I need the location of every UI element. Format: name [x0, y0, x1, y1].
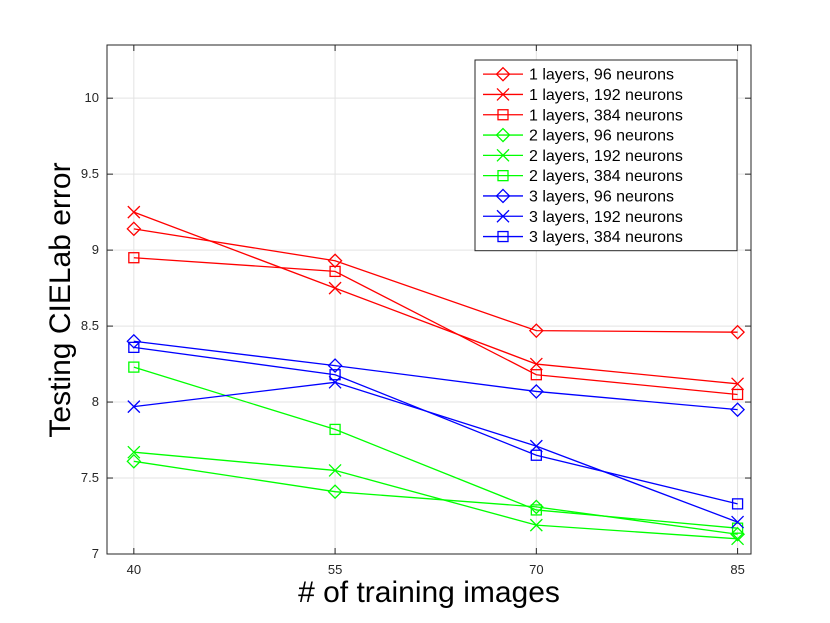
data-point-x	[328, 463, 342, 477]
data-point-square	[731, 522, 744, 534]
plot-frame	[106, 44, 752, 555]
legend-marker-diamond	[495, 66, 511, 82]
y-tick-labels: 7 7.5 8 8.5 9 9.5 10	[81, 90, 99, 561]
series-1-layers-192-neurons	[127, 205, 745, 391]
data-point-x	[127, 400, 141, 414]
data-point-diamond	[327, 484, 343, 500]
legend-label: 3 layers, 384 neurons	[529, 229, 683, 246]
data-point-square	[128, 341, 140, 354]
data-point-x	[731, 515, 745, 529]
data-point-square	[731, 498, 744, 510]
legend-label: 2 layers, 192 neurons	[529, 148, 683, 165]
data-point-diamond	[528, 323, 544, 339]
data-point-diamond	[730, 324, 746, 340]
legend-label: 1 layers, 192 neurons	[529, 87, 683, 104]
legend-marker-x	[496, 87, 510, 101]
data-point-diamond	[730, 526, 746, 542]
y-axis-label: Testing CIELab error	[44, 162, 77, 437]
legend-label: 3 layers, 192 neurons	[529, 209, 683, 226]
data-point-diamond	[730, 402, 746, 418]
legend-marker-square	[497, 230, 509, 243]
data-point-square	[329, 423, 341, 436]
series-line	[133, 366, 738, 529]
data-point-square	[530, 369, 542, 381]
x-tick-label: 40	[127, 562, 141, 577]
data-point-square	[329, 265, 341, 278]
data-point-x	[731, 532, 745, 546]
data-point-x	[328, 375, 342, 389]
legend-label: 2 layers, 384 neurons	[529, 168, 683, 185]
series-line	[133, 346, 738, 505]
series-line	[133, 381, 738, 523]
series-3-layers-192-neurons	[127, 375, 745, 529]
legend-label: 1 layers, 384 neurons	[529, 107, 683, 124]
tick-marks	[107, 45, 751, 555]
legend-item: 3 layers, 96 neurons	[483, 188, 674, 205]
series-line	[133, 460, 738, 535]
series-1-layers-384-neurons	[128, 252, 744, 401]
series-line	[133, 451, 738, 540]
legend: 1 layers, 96 neurons 1 layers, 192 neuron…	[474, 59, 738, 252]
data-point-x	[127, 205, 141, 219]
legend-item: 2 layers, 384 neurons	[483, 168, 683, 185]
data-point-x	[127, 445, 141, 459]
legend-marker-diamond	[495, 127, 511, 143]
legend-label: 3 layers, 96 neurons	[529, 188, 674, 205]
data-point-x	[328, 281, 342, 295]
legend-item: 1 layers, 96 neurons	[483, 67, 674, 84]
data-point-square	[329, 369, 341, 381]
series-line	[133, 257, 738, 396]
series-3-layers-96-neurons	[126, 333, 746, 418]
data-point-x	[529, 357, 543, 371]
legend-label: 1 layers, 96 neurons	[529, 67, 674, 84]
data-point-diamond	[528, 384, 544, 399]
data-point-square	[128, 361, 140, 373]
legend-marker-square	[497, 109, 509, 121]
y-tick-label: 9	[92, 242, 99, 257]
legend-item: 3 layers, 192 neurons	[483, 209, 683, 226]
data-point-diamond	[327, 358, 343, 374]
data-point-square	[731, 388, 744, 401]
data-point-diamond	[126, 221, 142, 237]
series-2-layers-384-neurons	[128, 361, 744, 534]
legend-item: 3 layers, 384 neurons	[483, 229, 683, 246]
series-line	[133, 228, 738, 333]
legend-marker-x	[496, 209, 510, 223]
y-tick-label: 7.5	[81, 470, 99, 485]
series-2-layers-192-neurons	[127, 445, 745, 546]
x-tick-label: 70	[529, 562, 543, 577]
data-point-x	[529, 518, 543, 532]
x-axis-label: # of training images	[298, 576, 560, 609]
data-point-square	[530, 449, 542, 461]
x-tick-label: 85	[730, 562, 744, 577]
legend-item: 1 layers, 192 neurons	[483, 87, 683, 104]
series-3-layers-384-neurons	[128, 341, 744, 510]
y-tick-label: 8.5	[81, 318, 99, 333]
legend-label: 2 layers, 96 neurons	[529, 128, 674, 145]
data-point-diamond	[327, 253, 343, 269]
y-tick-label: 9.5	[81, 166, 99, 181]
legend-item: 1 layers, 384 neurons	[483, 107, 683, 124]
legend-marker-x	[496, 148, 510, 162]
data-point-diamond	[126, 453, 142, 469]
data-point-x	[731, 377, 745, 391]
legend-item: 2 layers, 96 neurons	[483, 128, 674, 145]
legend-marker-square	[497, 169, 509, 182]
y-tick-label: 10	[85, 90, 99, 105]
legend-item: 2 layers, 192 neurons	[483, 148, 683, 165]
series-layer	[126, 205, 746, 546]
legend-marker-diamond	[495, 188, 511, 204]
y-tick-label: 7	[92, 546, 99, 561]
data-point-square	[128, 252, 140, 264]
x-tick-labels: 40 55 70 85	[127, 562, 745, 577]
x-tick-label: 55	[328, 562, 342, 577]
data-point-square	[530, 504, 542, 516]
series-1-layers-96-neurons	[126, 221, 746, 340]
series-line	[133, 340, 738, 411]
y-tick-label: 8	[92, 394, 99, 409]
series-line	[133, 211, 738, 385]
